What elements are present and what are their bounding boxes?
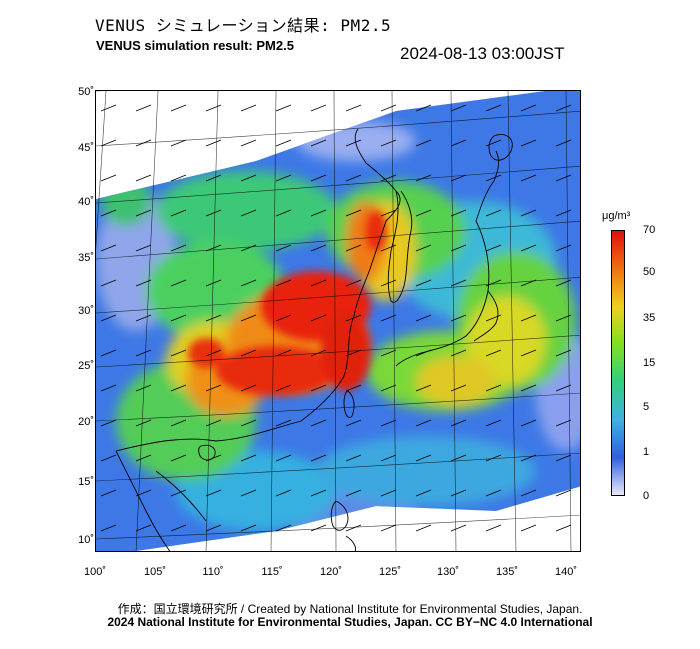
lat-label-15: 15˚ (78, 476, 94, 488)
copyright-line: 2024 National Institute for Environmenta… (107, 615, 593, 629)
lat-label-25: 25˚ (78, 360, 94, 372)
lat-label-20: 20˚ (78, 416, 94, 428)
lon-label-140: 140˚ (554, 566, 578, 578)
map-frame (95, 90, 581, 552)
title-japanese: VENUS シミュレーション結果: PM2.5 (95, 16, 392, 35)
legend-tick-1: 1 (643, 446, 650, 458)
lat-label-35: 35˚ (78, 252, 94, 264)
lon-label-135: 135˚ (495, 566, 519, 578)
graticule (96, 91, 580, 551)
legend-tick-50: 50 (643, 266, 656, 278)
credit-line: 作成：国立環境研究所 / Created by National Institu… (117, 602, 583, 616)
lon-label-125: 125˚ (378, 566, 402, 578)
lat-label-45: 45˚ (78, 142, 94, 154)
legend-colorbar (611, 230, 625, 496)
wind-arrows (100, 104, 572, 532)
lon-label-110: 110˚ (202, 566, 224, 578)
legend-tick-5: 5 (643, 401, 650, 413)
lat-label-40: 40˚ (78, 196, 94, 208)
title-english: VENUS simulation result: PM2.5 (96, 38, 294, 53)
concentration-field (96, 91, 580, 551)
legend-tick-15: 15 (643, 357, 656, 369)
legend-unit: μg/m³ (602, 210, 631, 222)
legend-tick-70: 70 (643, 224, 656, 236)
lat-label-50: 50˚ (78, 86, 94, 98)
lat-label-30: 30˚ (78, 305, 94, 317)
legend-tick-35: 35 (643, 312, 656, 324)
legend-tick-0: 0 (643, 490, 650, 502)
lat-label-10: 10˚ (78, 534, 94, 546)
timestamp: 2024-08-13 03:00JST (400, 44, 565, 63)
lon-label-100: 100˚ (83, 566, 107, 578)
pm25-map (96, 91, 580, 551)
lon-label-115: 115˚ (261, 566, 283, 578)
lon-label-105: 105˚ (143, 566, 167, 578)
lon-label-120: 120˚ (319, 566, 343, 578)
lon-label-130: 130˚ (436, 566, 460, 578)
